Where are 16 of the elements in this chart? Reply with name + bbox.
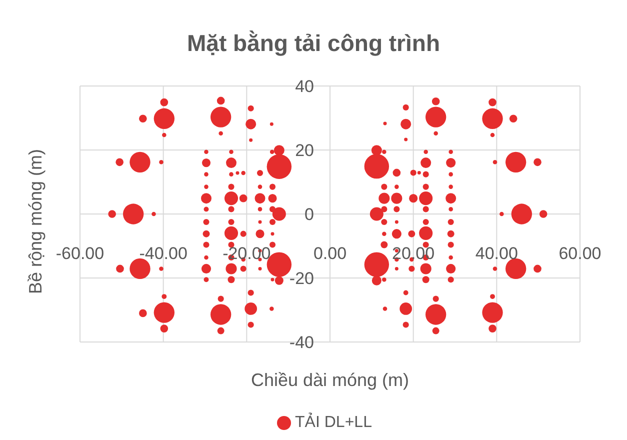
legend-label: TẢI DL+LL (295, 414, 372, 431)
y-axis-title: Bề rộng móng (m) (26, 148, 46, 296)
x-tick-label: -60.00 (56, 244, 104, 263)
x-tick-label: 20.00 (392, 244, 435, 263)
x-tick-label: -40.00 (139, 244, 188, 263)
y-tick-label: 40 (295, 77, 314, 96)
y-tick-label: 0 (304, 205, 314, 224)
x-tick-label: -20.00 (222, 244, 271, 263)
x-tick-label: 60.00 (558, 244, 602, 263)
y-tick-label: -20 (289, 269, 314, 288)
x-tick-label: 0.00 (313, 244, 347, 263)
y-tick-label: -40 (289, 333, 314, 352)
x-tick-label: 40.00 (475, 244, 518, 263)
chart-title: Mặt bằng tải công trình (186, 30, 441, 57)
y-tick-label: 20 (295, 141, 314, 160)
x-axis-title: Chiều dài móng (m) (250, 370, 410, 391)
